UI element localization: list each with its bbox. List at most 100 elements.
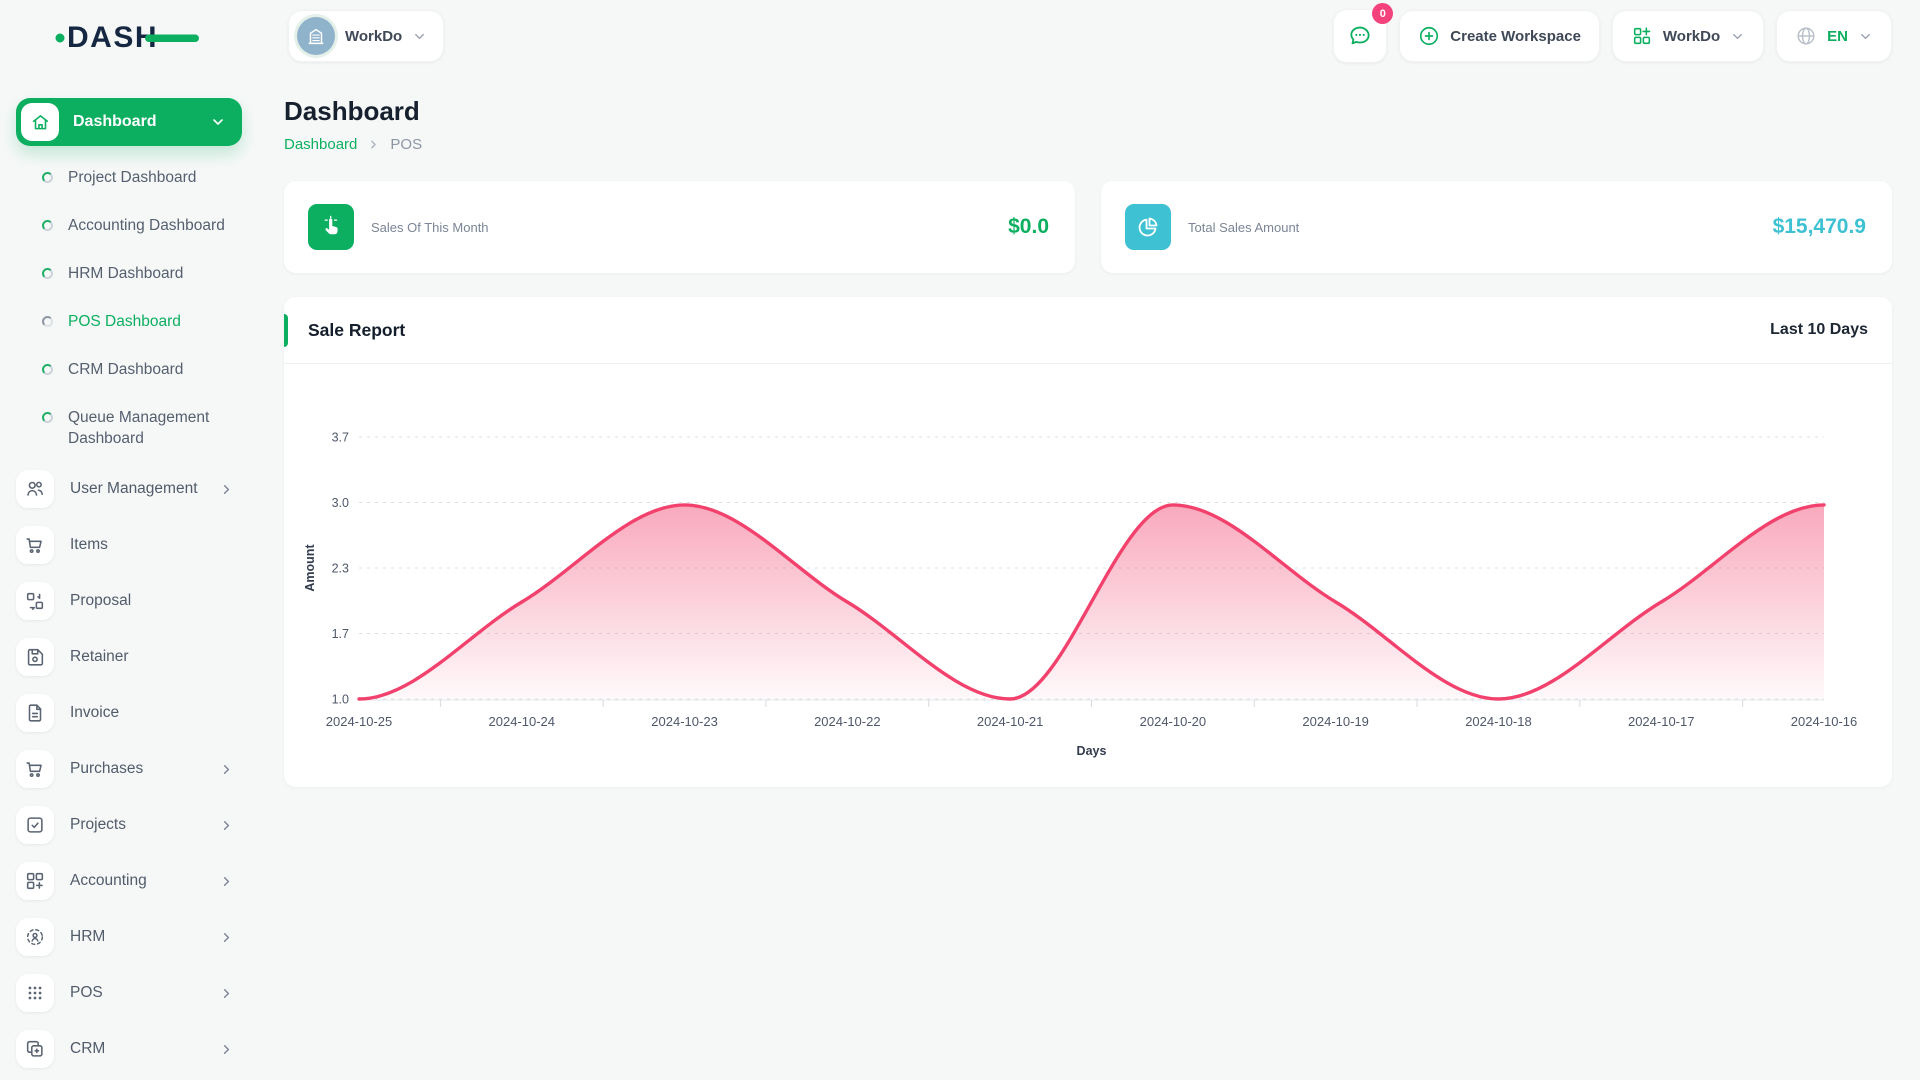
- sidebar-item-invoice[interactable]: Invoice: [16, 694, 242, 733]
- sidebar-item-queue-management-dashboard[interactable]: Queue Management Dashboard: [16, 402, 242, 456]
- stats-row: Sales Of This Month $0.0 Total Sales Amo…: [284, 181, 1892, 273]
- retainer-icon: [16, 638, 54, 677]
- sidebar-item-pos-dashboard[interactable]: POS Dashboard: [16, 306, 242, 339]
- tap-icon: [308, 204, 354, 250]
- sidebar-item-label: Accounting Dashboard: [68, 216, 225, 234]
- users-icon: [16, 470, 54, 509]
- sidebar-item-label: POS: [70, 984, 103, 1002]
- create-workspace-label: Create Workspace: [1450, 27, 1581, 45]
- sidebar-item-label: HRM: [70, 928, 106, 946]
- y-tick-label: 3.7: [332, 431, 349, 445]
- language-selector[interactable]: EN: [1776, 10, 1892, 62]
- x-tick-label: 2024-10-16: [1791, 714, 1858, 729]
- chevron-down-icon: [1858, 29, 1873, 44]
- breadcrumb-dashboard-link[interactable]: Dashboard: [284, 136, 358, 153]
- bullet-icon: [42, 172, 53, 183]
- sidebar-item-label: Retainer: [70, 648, 129, 666]
- cart-icon: [16, 526, 54, 565]
- sale-report-chart[interactable]: 3.7 3.0 2.3 1.7 1.0 2024-10-25 2024-10-24 2024-…: [284, 374, 1892, 769]
- proposal-icon: [16, 582, 54, 621]
- sidebar-item-purchases[interactable]: Purchases: [16, 750, 242, 789]
- home-icon: [21, 103, 59, 141]
- stat-card-sales-of-this-month: Sales Of This Month $0.0: [284, 181, 1075, 273]
- logo-text: DASH: [67, 21, 158, 54]
- sidebar-item-label: CRM Dashboard: [68, 360, 184, 378]
- stat-label: Sales Of This Month: [371, 219, 489, 235]
- sidebar-item-hrm[interactable]: HRM: [16, 918, 242, 957]
- bullet-icon: [42, 363, 53, 375]
- breadcrumb: Dashboard POS: [284, 136, 1892, 153]
- language-label: EN: [1827, 27, 1848, 45]
- stat-value: $0.0: [1008, 215, 1049, 238]
- sidebar-item-hrm-dashboard[interactable]: HRM Dashboard: [16, 258, 242, 291]
- messages-badge: 0: [1372, 3, 1394, 24]
- sidebar-item-label: Queue Management Dashboard: [68, 408, 210, 447]
- accent-bar: [284, 314, 288, 347]
- sidebar-item-retainer[interactable]: Retainer: [16, 638, 242, 677]
- sidebar-item-project-dashboard[interactable]: Project Dashboard: [16, 162, 242, 195]
- pie-chart-icon: [1125, 204, 1171, 250]
- topbar-actions: 0 Create Workspace WorkDo: [1333, 3, 1892, 63]
- chevron-right-icon: [367, 138, 380, 151]
- messages-button[interactable]: 0: [1333, 3, 1394, 63]
- x-tick-label: 2024-10-19: [1302, 714, 1369, 729]
- sidebar-item-pos[interactable]: POS: [16, 974, 242, 1013]
- workspace-menu-label: WorkDo: [1662, 27, 1721, 45]
- app-logo[interactable]: DASH: [0, 15, 258, 57]
- page-title: Dashboard: [284, 96, 420, 126]
- sidebar-item-accounting[interactable]: Accounting: [16, 862, 242, 901]
- stat-card-total-sales-amount: Total Sales Amount $15,470.9: [1101, 181, 1892, 273]
- grid-plus-icon: [1633, 27, 1651, 45]
- invoice-icon: [16, 694, 54, 733]
- sidebar-item-dashboard[interactable]: Dashboard: [16, 98, 242, 146]
- sidebar-item-label: CRM: [70, 1040, 106, 1058]
- workspace-avatar: [297, 17, 335, 55]
- y-tick-label: 1.0: [332, 693, 349, 707]
- sidebar-item-label: Invoice: [70, 704, 120, 722]
- bullet-icon: [42, 219, 53, 231]
- sidebar: Dashboard Project Dashboard Accounting D…: [0, 72, 258, 1080]
- plus-circle-icon: [1420, 26, 1439, 46]
- chevron-right-icon: [219, 482, 234, 497]
- sale-report-range: Last 10 Days: [1770, 321, 1868, 338]
- x-tick-label: 2024-10-22: [814, 714, 881, 729]
- sidebar-item-label: Accounting: [70, 872, 147, 890]
- sidebar-item-items[interactable]: Items: [16, 526, 242, 565]
- chevron-right-icon: [219, 874, 234, 889]
- workspace-menu-button[interactable]: WorkDo: [1611, 10, 1765, 62]
- chevron-right-icon: [219, 1042, 234, 1057]
- sidebar-item-user-management[interactable]: User Management: [16, 470, 242, 509]
- chevron-right-icon: [219, 818, 234, 833]
- chevron-down-icon: [210, 114, 226, 130]
- y-tick-label: 1.7: [332, 627, 349, 641]
- globe-icon: [1797, 27, 1815, 45]
- chevron-down-icon: [412, 29, 427, 44]
- sidebar-item-accounting-dashboard[interactable]: Accounting Dashboard: [16, 210, 242, 243]
- sidebar-item-label: Projects: [70, 816, 126, 834]
- grid-plus-icon: [16, 862, 54, 901]
- y-tick-label: 2.3: [332, 562, 349, 576]
- create-workspace-button[interactable]: Create Workspace: [1399, 10, 1600, 62]
- dash-logo-icon: DASH: [55, 21, 199, 54]
- sidebar-item-label: User Management: [70, 480, 198, 498]
- y-tick-label: 3.0: [332, 496, 349, 510]
- x-tick-label: 2024-10-24: [489, 714, 556, 729]
- sidebar-item-crm[interactable]: CRM: [16, 1030, 242, 1069]
- chevron-right-icon: [219, 762, 234, 777]
- chevron-down-icon: [1730, 29, 1745, 44]
- sidebar-item-label: POS Dashboard: [68, 312, 181, 330]
- main-content: Dashboard Dashboard POS Sales Of This Mo…: [258, 72, 1920, 1080]
- x-tick-label: 2024-10-25: [326, 714, 393, 729]
- sidebar-item-label: HRM Dashboard: [68, 264, 184, 282]
- chat-icon: [1350, 26, 1370, 45]
- stat-value: $15,470.9: [1772, 215, 1866, 238]
- workspace-switcher[interactable]: WorkDo: [288, 10, 445, 62]
- bullet-icon: [42, 411, 53, 423]
- sidebar-item-crm-dashboard[interactable]: CRM Dashboard: [16, 354, 242, 387]
- workspace-name: WorkDo: [345, 27, 403, 45]
- sidebar-item-proposal[interactable]: Proposal: [16, 582, 242, 621]
- stat-label: Total Sales Amount: [1188, 219, 1300, 235]
- x-axis-title: Days: [1077, 744, 1107, 758]
- purchases-icon: [16, 750, 54, 789]
- sidebar-item-projects[interactable]: Projects: [16, 806, 242, 845]
